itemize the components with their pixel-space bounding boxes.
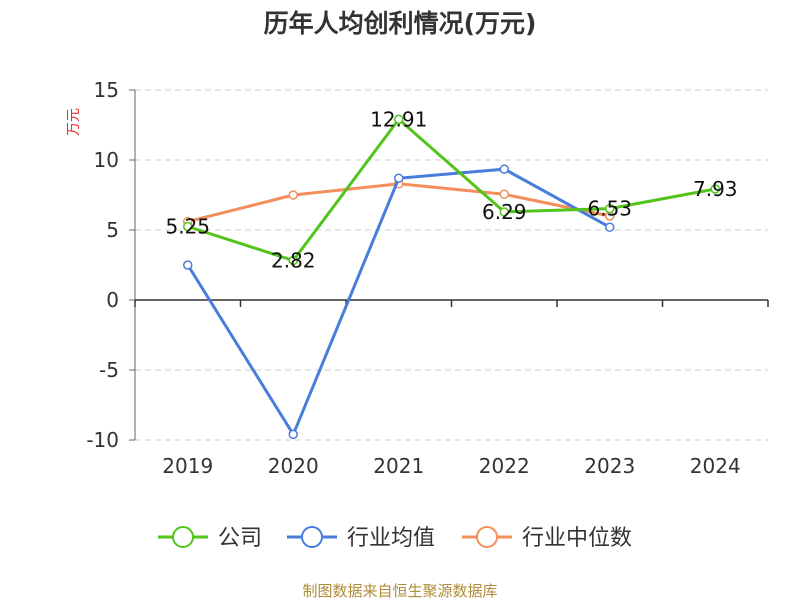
data-point <box>394 114 404 125</box>
legend-label-2: 行业中位数 <box>522 526 632 551</box>
axis-layer: 15 10 5 0 -5 -10 2019 2020 2021 2022 2023 2024 <box>86 78 769 478</box>
data-label: 12.91 <box>370 107 427 131</box>
data-label-layer: 5.25 2.82 12.91 6.29 6.53 7.93 <box>165 107 737 272</box>
x-tick-label: 2023 <box>584 454 635 478</box>
x-tick-label: 2021 <box>373 454 424 478</box>
y-tick-label: 0 <box>106 288 119 312</box>
data-point <box>499 164 509 174</box>
legend-marker-2 <box>476 526 498 548</box>
grid-layer <box>135 89 768 441</box>
data-point <box>710 184 720 194</box>
data-label: 2.82 <box>271 249 316 273</box>
data-point <box>605 203 615 214</box>
chart-title: 历年人均创利情况(万元) <box>264 9 537 38</box>
data-label: 5.25 <box>165 215 210 239</box>
data-point <box>499 207 509 217</box>
data-point <box>499 189 509 200</box>
legend-marker-0 <box>172 526 194 548</box>
x-tick-label: 2020 <box>268 454 319 478</box>
series-line-0 <box>187 117 716 262</box>
legend-label-1: 行业均值 <box>347 526 435 551</box>
y-tick-label: 10 <box>94 148 119 172</box>
data-point <box>605 222 615 232</box>
data-label: 6.29 <box>482 200 527 224</box>
data-label: 6.53 <box>587 197 632 221</box>
x-tick-label: 2024 <box>690 454 741 478</box>
x-tick-label: 2019 <box>162 454 213 478</box>
y-tick-label: 15 <box>94 78 119 102</box>
data-point <box>183 260 193 270</box>
series-line-1 <box>186 167 611 436</box>
source-note: 制图数据来自恒生聚源数据库 <box>302 582 497 600</box>
data-point <box>288 255 298 266</box>
series-layer <box>183 114 720 440</box>
data-point <box>394 173 404 183</box>
data-label: 7.93 <box>693 177 738 201</box>
legend: 公司 行业均值 行业中位数 <box>158 526 632 551</box>
y-tick-label: -5 <box>99 358 119 382</box>
y-tick-label: -10 <box>86 428 119 452</box>
data-point <box>183 221 193 232</box>
legend-marker-1 <box>301 526 323 548</box>
x-tick-label: 2022 <box>479 454 530 478</box>
data-point <box>288 429 298 440</box>
legend-label-0: 公司 <box>218 526 262 551</box>
y-tick-label: 5 <box>106 218 119 242</box>
series-line-2 <box>187 182 611 224</box>
y-axis-title: 万元 <box>66 108 82 136</box>
data-point <box>288 190 298 200</box>
